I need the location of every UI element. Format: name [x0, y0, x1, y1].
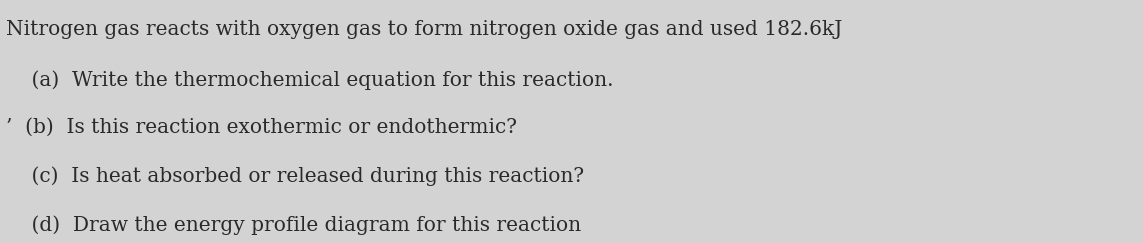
Text: (a)  Write the thermochemical equation for this reaction.: (a) Write the thermochemical equation fo…	[6, 70, 613, 90]
Text: ’  (b)  Is this reaction exothermic or endothermic?: ’ (b) Is this reaction exothermic or end…	[6, 118, 517, 137]
Text: Nitrogen gas reacts with oxygen gas to form nitrogen oxide gas and used 182.6kJ: Nitrogen gas reacts with oxygen gas to f…	[6, 20, 842, 39]
Text: (d)  Draw the energy profile diagram for this reaction: (d) Draw the energy profile diagram for …	[6, 215, 581, 234]
Text: (c)  Is heat absorbed or released during this reaction?: (c) Is heat absorbed or released during …	[6, 166, 584, 186]
